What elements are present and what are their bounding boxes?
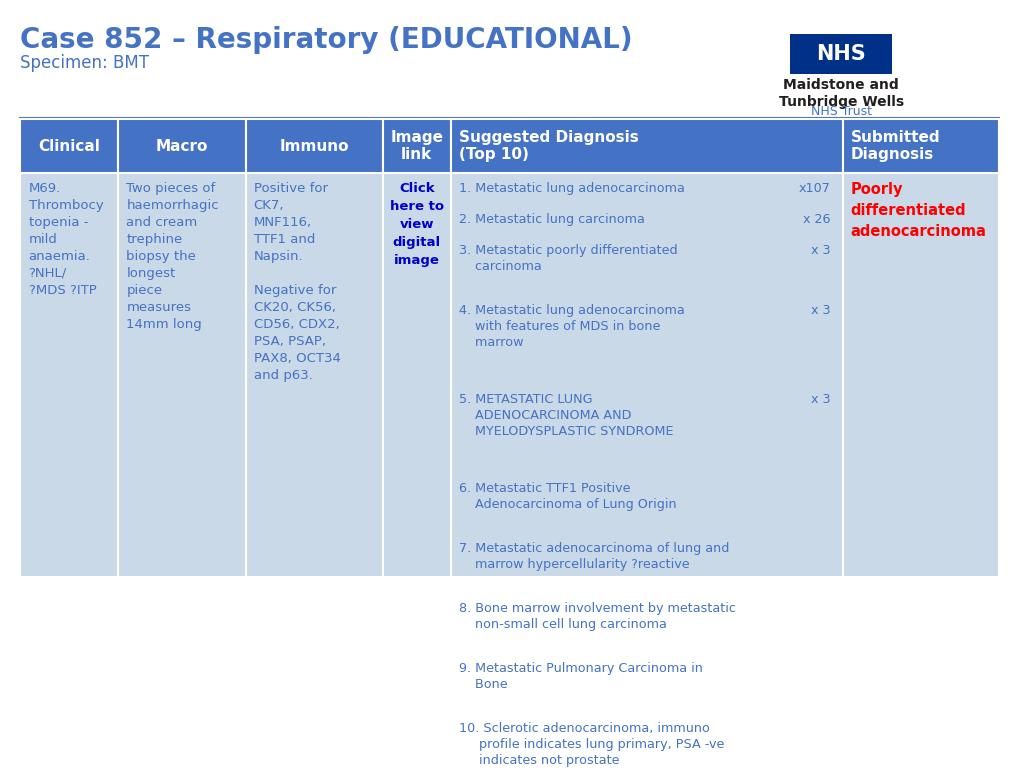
FancyBboxPatch shape [246, 119, 383, 173]
Text: Image
link: Image link [390, 130, 443, 162]
Text: Clinical: Clinical [38, 138, 100, 154]
Text: 9. Metastatic Pulmonary Carcinoma in
    Bone: 9. Metastatic Pulmonary Carcinoma in Bon… [459, 662, 703, 691]
Text: Macro: Macro [156, 138, 208, 154]
Text: Positive for
CK7,
MNF116,
TTF1 and
Napsin.

Negative for
CK20, CK56,
CD56, CDX2,: Positive for CK7, MNF116, TTF1 and Napsi… [254, 182, 341, 382]
FancyBboxPatch shape [20, 173, 999, 577]
Text: Case 852 – Respiratory (EDUCATIONAL): Case 852 – Respiratory (EDUCATIONAL) [20, 26, 633, 55]
Text: 10. Sclerotic adenocarcinoma, immuno
     profile indicates lung primary, PSA -v: 10. Sclerotic adenocarcinoma, immuno pro… [459, 723, 725, 767]
Text: x 3: x 3 [811, 244, 830, 257]
Text: Poorly
differentiated
adenocarcinoma: Poorly differentiated adenocarcinoma [851, 182, 986, 239]
Text: Submitted
Diagnosis: Submitted Diagnosis [851, 130, 940, 162]
Text: Click
here to
view
digital
image: Click here to view digital image [390, 182, 443, 267]
Text: 7. Metastatic adenocarcinoma of lung and
    marrow hypercellularity ?reactive: 7. Metastatic adenocarcinoma of lung and… [459, 542, 729, 571]
Text: NHS: NHS [816, 44, 866, 64]
Text: Maidstone and
Tunbridge Wells: Maidstone and Tunbridge Wells [778, 78, 904, 108]
Text: 4. Metastatic lung adenocarcinoma
    with features of MDS in bone
    marrow: 4. Metastatic lung adenocarcinoma with f… [459, 304, 685, 349]
Text: 2. Metastatic lung carcinoma: 2. Metastatic lung carcinoma [459, 214, 645, 226]
Text: M69.
Thrombocy
topenia -
mild
anaemia.
?NHL/
?MDS ?ITP: M69. Thrombocy topenia - mild anaemia. ?… [29, 182, 103, 297]
Text: 3. Metastatic poorly differentiated
    carcinoma: 3. Metastatic poorly differentiated carc… [459, 244, 678, 273]
Text: x 26: x 26 [803, 214, 830, 226]
Text: 8. Bone marrow involvement by metastatic
    non-small cell lung carcinoma: 8. Bone marrow involvement by metastatic… [459, 602, 736, 631]
FancyBboxPatch shape [20, 119, 118, 173]
FancyBboxPatch shape [791, 34, 892, 74]
Text: Suggested Diagnosis
(Top 10): Suggested Diagnosis (Top 10) [459, 130, 639, 162]
Text: Immuno: Immuno [280, 138, 349, 154]
Text: 5. METASTATIC LUNG
    ADENOCARCINOMA AND
    MYELODYSPLASTIC SYNDROME: 5. METASTATIC LUNG ADENOCARCINOMA AND MY… [459, 393, 674, 439]
Text: Specimen: BMT: Specimen: BMT [20, 55, 150, 72]
Text: x 3: x 3 [811, 304, 830, 317]
Text: x 3: x 3 [811, 393, 830, 406]
Text: Two pieces of
haemorrhagic
and cream
trephine
biopsy the
longest
piece
measures
: Two pieces of haemorrhagic and cream tre… [126, 182, 219, 331]
Text: NHS Trust: NHS Trust [811, 104, 871, 118]
Text: 6. Metastatic TTF1 Positive
    Adenocarcinoma of Lung Origin: 6. Metastatic TTF1 Positive Adenocarcino… [459, 482, 677, 511]
FancyBboxPatch shape [383, 119, 451, 173]
Text: x107: x107 [799, 182, 830, 195]
Text: 1. Metastatic lung adenocarcinoma: 1. Metastatic lung adenocarcinoma [459, 182, 685, 195]
FancyBboxPatch shape [843, 119, 999, 173]
FancyBboxPatch shape [451, 119, 843, 173]
FancyBboxPatch shape [118, 119, 246, 173]
